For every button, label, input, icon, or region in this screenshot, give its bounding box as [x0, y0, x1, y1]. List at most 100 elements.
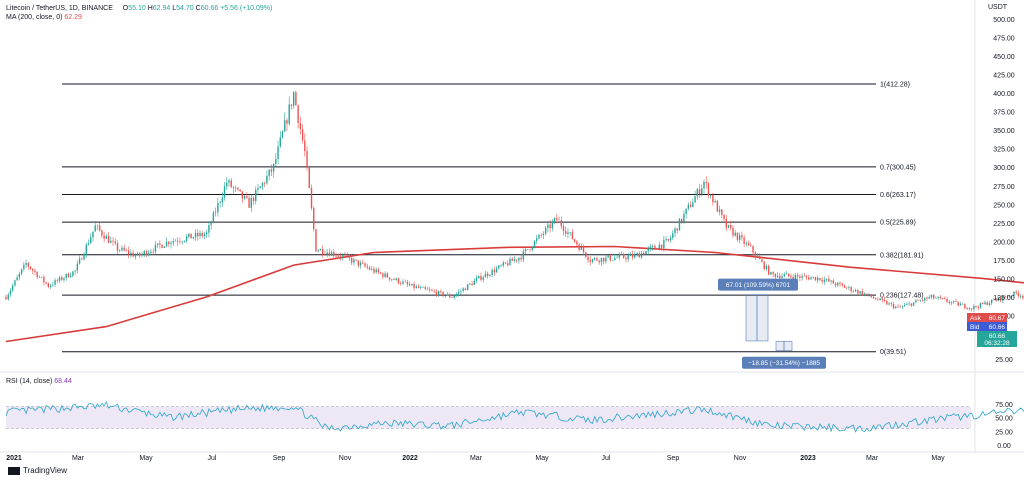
candle-body: [634, 254, 636, 258]
candle: [47, 282, 50, 289]
candle: [446, 292, 449, 296]
candle-body: [281, 131, 284, 138]
candle-body: [261, 182, 264, 187]
candle: [743, 234, 745, 248]
candle: [498, 264, 500, 270]
candle-body: [391, 279, 393, 280]
fib-level-label: 0.5(225.89): [880, 220, 916, 227]
candle-body: [284, 120, 286, 132]
candle-body: [553, 218, 556, 222]
candle: [846, 286, 848, 289]
candle: [589, 256, 591, 266]
candle-body: [422, 287, 424, 288]
candle-body: [406, 282, 409, 285]
rsi-band: [6, 406, 971, 429]
candle: [961, 302, 964, 305]
candle: [297, 104, 299, 129]
candle-body: [571, 232, 574, 240]
candle: [379, 271, 382, 275]
candle-body: [119, 250, 121, 251]
candle-body: [832, 280, 835, 284]
candle: [538, 234, 540, 240]
brand-label: TradingView: [23, 466, 68, 475]
candle-body: [83, 254, 85, 260]
candle-body: [324, 254, 326, 255]
candle-body: [643, 253, 645, 255]
bid-badge-label: Bid: [970, 324, 980, 331]
candle: [123, 244, 125, 252]
candle-body: [1006, 297, 1008, 298]
candle-body: [355, 259, 357, 261]
candle: [672, 230, 674, 241]
last-price-badge: [977, 331, 1017, 347]
candle: [473, 278, 475, 286]
candle-body: [366, 266, 368, 268]
rsi-tick-label: 75.00: [995, 402, 1013, 409]
candle: [834, 281, 837, 288]
candle-body: [263, 182, 266, 184]
candle-body: [812, 276, 814, 278]
candle: [964, 302, 966, 310]
candle-body: [61, 277, 63, 280]
candle-body: [977, 307, 979, 308]
candle-body: [696, 189, 698, 197]
candle: [870, 293, 872, 299]
candle-body: [181, 241, 183, 243]
candle: [549, 219, 551, 233]
candle: [321, 245, 324, 258]
candle-body: [54, 280, 56, 285]
candle-body: [5, 296, 7, 300]
candle-body: [868, 294, 870, 295]
fib-level-label: 0(39.51): [880, 349, 906, 356]
candle-body: [932, 294, 935, 299]
candle-body: [270, 169, 273, 172]
candle: [270, 164, 273, 176]
candle-body: [993, 299, 995, 301]
candle: [181, 240, 183, 245]
candle-body: [792, 277, 794, 280]
candle-body: [313, 208, 315, 230]
candle-body: [750, 245, 752, 247]
candle: [328, 248, 331, 257]
candle: [957, 301, 959, 307]
candle: [736, 232, 739, 242]
candle-body: [857, 290, 859, 294]
fib-level-label: 0.236(127.48): [880, 293, 924, 300]
candle-body: [879, 298, 881, 301]
candle-body: [875, 298, 877, 300]
candle-body: [301, 129, 304, 141]
tradingview-brand[interactable]: TradingView: [8, 466, 67, 475]
symbol-title: Litecoin / TetherUS, 1D, BINANCE: [6, 5, 113, 12]
candle: [134, 253, 137, 260]
candle-body: [328, 252, 331, 256]
candle: [348, 253, 351, 262]
candle: [883, 297, 886, 303]
candle-body: [353, 259, 355, 263]
candle: [890, 301, 893, 307]
candle-body: [493, 269, 496, 273]
candle-body: [103, 235, 105, 239]
candle-body: [790, 275, 792, 278]
price-tick-label: 250.00: [993, 202, 1015, 209]
candle-body: [139, 253, 141, 256]
candle: [119, 249, 121, 253]
candle: [154, 240, 157, 255]
candle-body: [910, 303, 913, 306]
candle-body: [241, 191, 244, 199]
candle: [730, 220, 732, 231]
candle-body: [817, 277, 819, 281]
candle: [457, 289, 460, 297]
bid-badge-value: 60.66: [989, 324, 1006, 331]
candle-body: [573, 239, 576, 242]
candle-body: [295, 92, 297, 106]
candle-body: [210, 222, 212, 226]
candle-body: [45, 282, 47, 284]
candle: [355, 259, 357, 262]
candle-body: [689, 204, 692, 208]
price-tick-label: 325.00: [993, 147, 1015, 154]
candle-body: [121, 247, 123, 251]
candle-body: [589, 260, 591, 262]
candle: [1008, 295, 1011, 298]
candle: [94, 220, 96, 232]
